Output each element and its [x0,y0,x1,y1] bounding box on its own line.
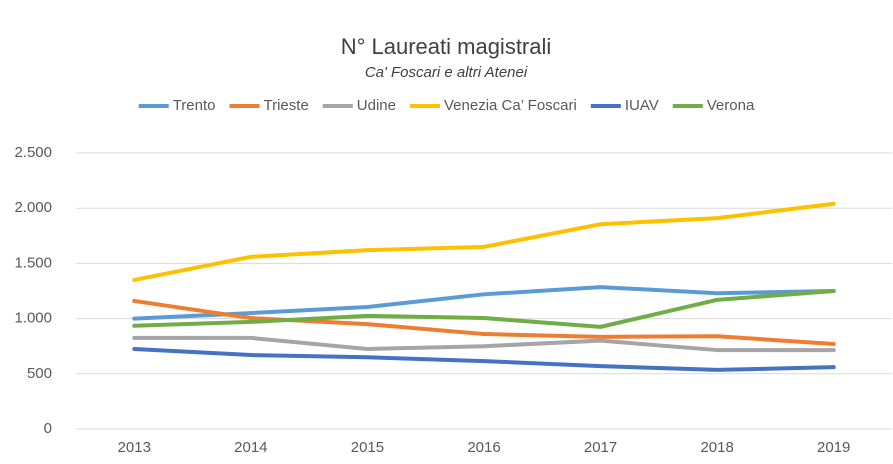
y-tick-label: 0 [44,420,52,437]
series-line [132,289,836,329]
x-tick-label: 2017 [584,439,617,456]
legend-label: Udine [357,97,396,114]
legend-label: Trieste [264,97,309,114]
series-line [132,346,836,372]
x-tick-label: 2019 [817,439,850,456]
series-line [132,298,836,346]
x-tick-label: 2016 [467,439,500,456]
legend-label: Verona [707,97,755,114]
x-tick-label: 2013 [118,439,151,456]
legend-label: Trento [173,97,216,114]
y-tick-label: 500 [27,365,52,382]
chart-title: N° Laureati magistrali [341,34,552,59]
x-tick-label: 2018 [700,439,733,456]
x-tick-label: 2014 [234,439,267,456]
legend-label: IUAV [625,97,659,114]
y-tick-label: 2.000 [14,199,52,216]
series-line [132,335,836,353]
y-tick-label: 1.500 [14,254,52,271]
legend-label: Venezia Ca’ Foscari [444,97,577,114]
y-tick-label: 2.500 [14,144,52,161]
series-line [132,285,836,321]
series-line [132,201,836,282]
y-tick-label: 1.000 [14,310,52,327]
chart-subtitle: Ca' Foscari e altri Atenei [365,64,528,81]
x-tick-label: 2015 [351,439,384,456]
